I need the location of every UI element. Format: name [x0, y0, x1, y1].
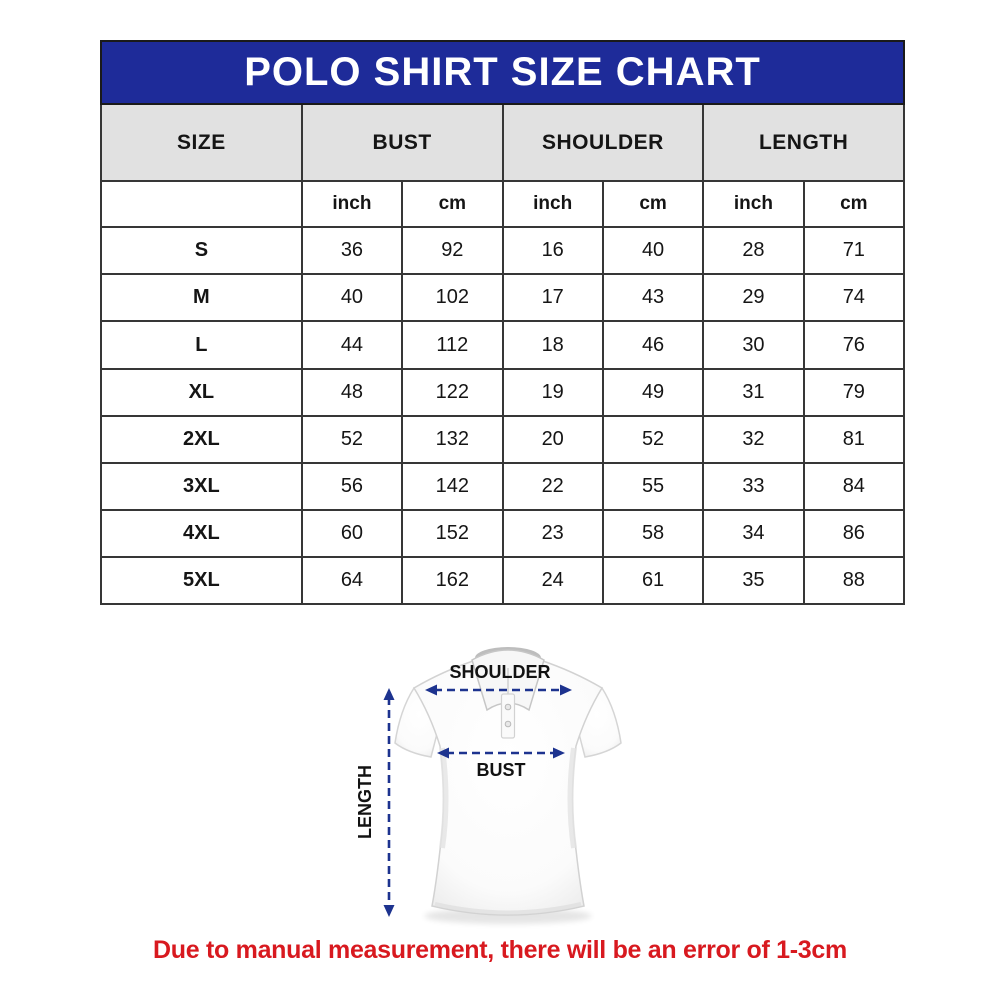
measurement-cell: 46: [601, 320, 705, 370]
table-row: M 40 102 17 43 29 74: [100, 273, 906, 323]
empty-cell: [100, 180, 303, 229]
polo-shirt-illustration: SHOULDER BUST LENGTH: [350, 640, 650, 940]
size-cell: M: [100, 273, 303, 323]
measurement-cell: 74: [802, 273, 906, 323]
measurement-cell: 22: [501, 461, 604, 511]
size-cell: S: [100, 226, 303, 276]
measurement-cell: 79: [802, 367, 906, 417]
unit-header-row: inch cm inch cm inch cm: [100, 180, 906, 229]
measurement-cell: 64: [300, 555, 404, 606]
bust-arrow: [437, 747, 565, 759]
table-row: S 36 92 16 40 28 71: [100, 226, 906, 276]
shirt-body: [412, 659, 604, 916]
column-header-bust: BUST: [300, 103, 504, 183]
shoulder-label: SHOULDER: [449, 662, 550, 682]
unit-header: cm: [601, 180, 705, 229]
measurement-cell: 32: [702, 414, 805, 464]
page-title: POLO SHIRT SIZE CHART: [100, 39, 905, 106]
measurement-cell: 36: [300, 226, 404, 276]
placket-button: [504, 720, 512, 728]
size-cell: 5XL: [100, 555, 303, 606]
measurement-cell: 33: [702, 461, 805, 511]
unit-header: inch: [702, 180, 805, 229]
measurement-note: Due to manual measurement, there will be…: [153, 936, 847, 964]
measurement-cell: 81: [802, 414, 906, 464]
length-label: LENGTH: [355, 765, 375, 839]
table-row: XL 48 122 19 49 31 79: [100, 367, 906, 417]
measurement-cell: 34: [702, 508, 805, 558]
hem-shading: [434, 902, 582, 915]
measurement-cell: 60: [300, 508, 404, 558]
length-arrow: [383, 688, 395, 917]
measurement-cell: 48: [300, 367, 404, 417]
measurement-cell: 88: [802, 555, 906, 606]
bust-label: BUST: [477, 760, 526, 780]
table-row: 3XL 56 142 22 55 33 84: [100, 461, 906, 511]
size-cell: L: [100, 320, 303, 370]
size-cell: XL: [100, 367, 303, 417]
unit-header: cm: [802, 180, 906, 229]
unit-header: inch: [300, 180, 404, 229]
column-header-row: SIZE BUST SHOULDER LENGTH: [100, 103, 905, 183]
measurement-cell: 29: [702, 273, 805, 323]
measurement-cell: 19: [501, 367, 604, 417]
size-cell: 2XL: [100, 414, 303, 464]
measurement-cell: 16: [501, 226, 604, 276]
measurement-cell: 112: [401, 320, 504, 370]
measurement-cell: 132: [401, 414, 504, 464]
measurement-cell: 92: [401, 226, 504, 276]
measurement-cell: 35: [702, 555, 805, 606]
measurement-cell: 43: [601, 273, 705, 323]
column-header-shoulder: SHOULDER: [501, 103, 705, 183]
shoulder-arrow: [425, 684, 572, 696]
measurement-cell: 71: [802, 226, 906, 276]
unit-header: cm: [401, 180, 504, 229]
column-header-size: SIZE: [100, 103, 303, 183]
measurement-cell: 84: [802, 461, 906, 511]
measurement-cell: 102: [401, 273, 504, 323]
measurement-cell: 44: [300, 320, 404, 370]
measurement-cell: 24: [501, 555, 604, 606]
measurement-cell: 20: [501, 414, 604, 464]
measurement-cell: 122: [401, 367, 504, 417]
measurement-cell: 49: [601, 367, 705, 417]
measurement-cell: 30: [702, 320, 805, 370]
fold-shading-right: [567, 747, 577, 849]
placket-button: [504, 703, 512, 711]
table-row: 5XL 64 162 24 61 35 88: [100, 555, 906, 606]
measurement-cell: 86: [802, 508, 906, 558]
title-row: POLO SHIRT SIZE CHART: [100, 39, 905, 106]
placket: [500, 693, 516, 739]
measurement-cell: 162: [401, 555, 504, 606]
measurement-cell: 58: [601, 508, 705, 558]
measurement-cell: 40: [601, 226, 705, 276]
measurement-cell: 52: [601, 414, 705, 464]
measurement-cell: 52: [300, 414, 404, 464]
measurement-cell: 31: [702, 367, 805, 417]
measurement-cell: 76: [802, 320, 906, 370]
measurement-cell: 61: [601, 555, 705, 606]
measurement-cell: 28: [702, 226, 805, 276]
measurement-cell: 56: [300, 461, 404, 511]
measurement-cell: 55: [601, 461, 705, 511]
size-chart-table: POLO SHIRT SIZE CHART SIZE BUST SHOULDER…: [100, 39, 906, 606]
column-header-length: LENGTH: [702, 103, 905, 183]
measurement-cell: 23: [501, 508, 604, 558]
measurement-cell: 142: [401, 461, 504, 511]
measurement-cell: 152: [401, 508, 504, 558]
table-row: 2XL 52 132 20 52 32 81: [100, 414, 906, 464]
measurement-cell: 18: [501, 320, 604, 370]
size-cell: 4XL: [100, 508, 303, 558]
measurement-cell: 40: [300, 273, 404, 323]
fold-shading-left: [439, 747, 449, 849]
size-cell: 3XL: [100, 461, 303, 511]
table-row: 4XL 60 152 23 58 34 86: [100, 508, 906, 558]
table-row: L 44 112 18 46 30 76: [100, 320, 906, 370]
unit-header: inch: [501, 180, 604, 229]
measurement-cell: 17: [501, 273, 604, 323]
